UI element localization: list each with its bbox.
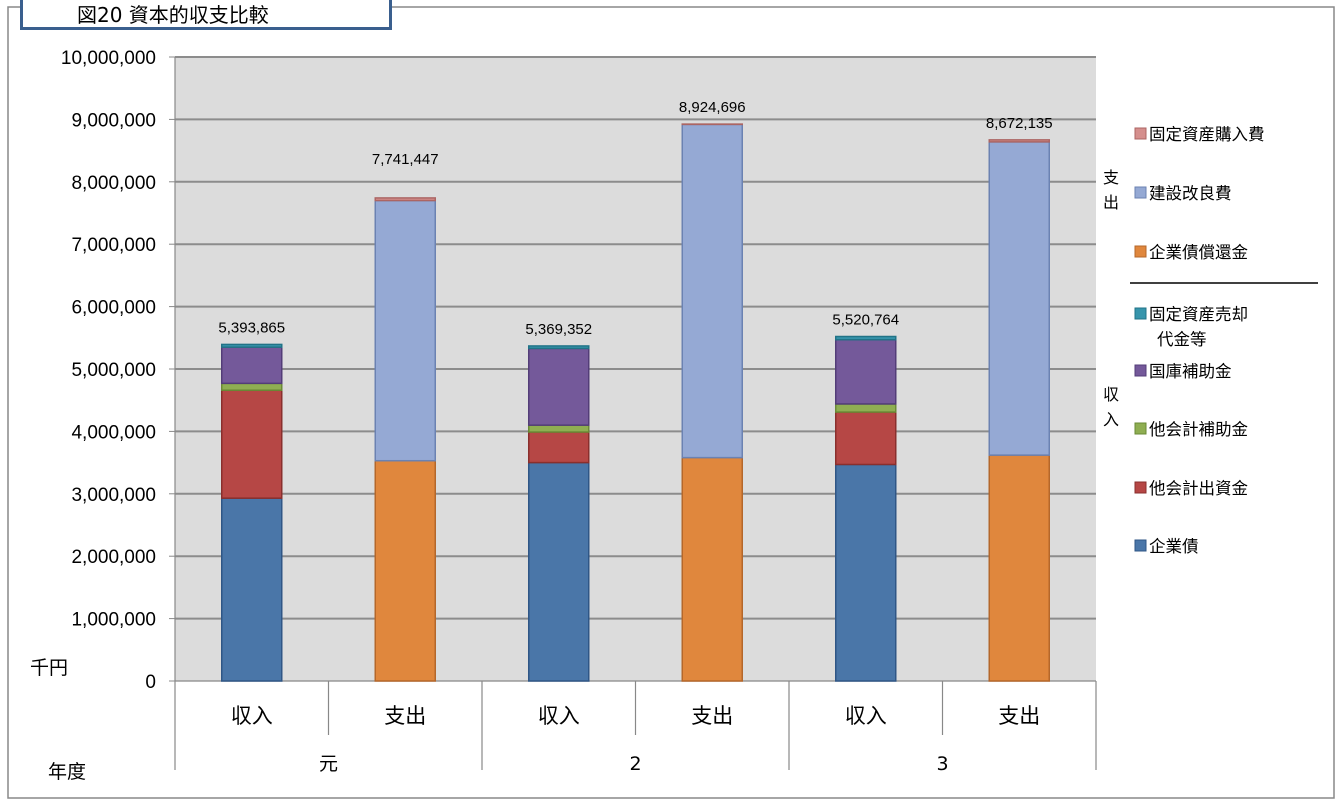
legend-group-income: 入 [1103, 410, 1119, 429]
category-label: 収入 [538, 704, 580, 728]
bar-segment [835, 338, 897, 405]
bar-segment [374, 199, 436, 462]
bar-segment [528, 347, 590, 426]
total-label: 8,924,696 [679, 99, 746, 116]
legend-label: 固定資産購入費 [1149, 125, 1265, 144]
chart-title: 図20 資本的収支比較 [77, 3, 269, 27]
bar-segment [528, 461, 590, 682]
bar-segment [988, 454, 1050, 682]
bar-segment [835, 463, 897, 682]
bar-segment [528, 431, 590, 464]
bar-segment [681, 123, 743, 459]
year-label: 2 [629, 753, 641, 775]
bar-segment [988, 141, 1050, 456]
total-label: 7,741,447 [372, 151, 439, 168]
bar-segment [374, 197, 436, 202]
legend-group-expense: 支 [1103, 168, 1119, 187]
y-tick-label: 0 [145, 672, 156, 693]
category-label: 支出 [998, 704, 1040, 728]
y-tick-label: 1,000,000 [71, 610, 156, 631]
unit-label: 千円 [30, 657, 68, 679]
y-tick-label: 3,000,000 [71, 485, 156, 506]
total-label: 5,393,865 [218, 319, 285, 336]
bar-segment [835, 335, 897, 341]
bar-segment [528, 345, 590, 350]
category-label: 収入 [845, 704, 887, 728]
legend-swatch [1134, 186, 1147, 199]
total-label: 5,369,352 [525, 321, 592, 338]
y-tick-label: 6,000,000 [71, 298, 156, 319]
bar-segment [835, 403, 897, 413]
legend-label: 建設改良費 [1149, 184, 1232, 203]
bar-segment [221, 389, 283, 499]
y-tick-label: 7,000,000 [71, 235, 156, 256]
legend-swatch [1134, 364, 1147, 377]
bar-segment [374, 459, 436, 682]
legend-label: 国庫補助金 [1149, 362, 1232, 381]
bar-segment [988, 139, 1050, 143]
legend-swatch [1134, 481, 1147, 494]
bar-segment [835, 411, 897, 466]
legend-swatch [1134, 422, 1147, 435]
legend-label: 他会計補助金 [1149, 420, 1249, 439]
legend-group-expense: 出 [1103, 193, 1119, 212]
legend-label: 他会計出資金 [1149, 479, 1249, 498]
y-tick-label: 8,000,000 [71, 173, 156, 194]
y-tick-label: 10,000,000 [61, 48, 156, 69]
bar-segment [528, 424, 590, 433]
bar-segment [221, 343, 283, 348]
category-label: 支出 [384, 704, 426, 728]
total-label: 8,672,135 [986, 115, 1053, 132]
bar-segment [221, 382, 283, 391]
y-tick-label: 4,000,000 [71, 422, 156, 443]
x-group-label: 年度 [48, 761, 86, 783]
legend-swatch [1134, 245, 1147, 258]
bar-segment [221, 497, 283, 682]
total-label: 5,520,764 [832, 312, 899, 329]
bar-segment [681, 456, 743, 682]
legend-label: 代金等 [1157, 330, 1207, 349]
legend-label: 企業債 [1149, 537, 1199, 556]
year-label: 元 [319, 753, 338, 775]
legend-swatch [1134, 307, 1147, 320]
category-label: 支出 [691, 704, 733, 728]
y-tick-label: 5,000,000 [71, 360, 156, 381]
legend-swatch [1134, 127, 1147, 140]
year-label: 3 [936, 753, 948, 775]
category-label: 収入 [231, 704, 273, 728]
legend-group-income: 収 [1103, 385, 1119, 404]
y-tick-label: 9,000,000 [71, 110, 156, 131]
y-tick-label: 2,000,000 [71, 547, 156, 568]
chart-title-box: 図20 資本的収支比較 [20, 0, 392, 30]
legend-label: 企業債償還金 [1149, 243, 1249, 262]
bar-segment [221, 346, 283, 385]
legend-label: 固定資産売却 [1149, 305, 1248, 324]
legend-swatch [1134, 539, 1147, 552]
